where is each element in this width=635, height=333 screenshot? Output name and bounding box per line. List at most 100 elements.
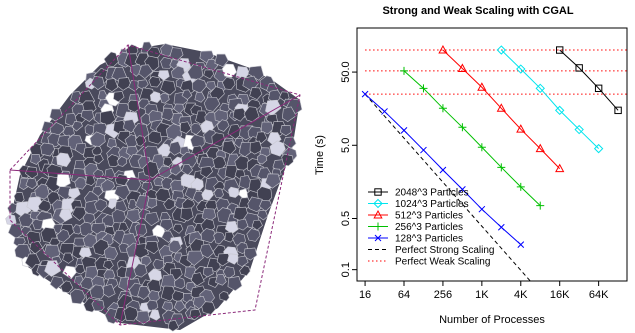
legend-item: 2048^3 Particles <box>368 188 469 199</box>
voronoi-cell <box>181 163 193 176</box>
y-axis: 0.1 0.5 5.0 50.0 <box>340 61 357 277</box>
legend-label: 128^3 Particles <box>395 234 463 245</box>
data-point <box>556 46 564 54</box>
voronoi-cell <box>113 91 125 103</box>
voronoi-cell <box>123 305 139 322</box>
series-layer <box>361 44 622 248</box>
voronoi-cell <box>237 255 249 268</box>
voronoi-cell <box>259 199 272 212</box>
voronoi-cell <box>232 107 247 122</box>
legend-item: Perfect Strong Scaling <box>368 245 495 256</box>
data-point <box>517 241 525 248</box>
voronoi-cell <box>117 77 132 91</box>
voronoi-cell <box>169 47 184 61</box>
voronoi-cell <box>74 263 85 275</box>
voronoi-cell <box>219 291 230 302</box>
y-tick-label: 0.5 <box>340 211 352 226</box>
series-2048-particles <box>556 46 622 115</box>
voronoi-cell <box>94 198 108 212</box>
data-point <box>516 124 526 133</box>
voronoi-cell <box>136 310 151 325</box>
y-tick-label: 5.0 <box>340 138 352 153</box>
data-point <box>496 103 506 112</box>
voronoi-cell <box>69 288 86 305</box>
data-point <box>438 44 448 54</box>
x-tick-label: 64 <box>398 289 410 301</box>
voronoi-cell <box>138 64 154 79</box>
voronoi-cell <box>92 185 104 197</box>
data-point <box>439 166 447 174</box>
voronoi-cell <box>56 228 71 243</box>
series-line <box>500 49 599 149</box>
x-tick-label: 1K <box>475 289 489 301</box>
voronoi-cell <box>107 198 119 210</box>
data-point <box>516 64 526 74</box>
voronoi-cell <box>249 87 263 100</box>
voronoi-cell <box>213 188 224 198</box>
voronoi-cell <box>168 141 183 156</box>
voronoi-cell <box>160 43 174 57</box>
x-tick-label: 16 <box>359 289 371 301</box>
voronoi-cell <box>190 134 205 149</box>
voronoi-cell <box>103 51 119 67</box>
voronoi-cell <box>37 199 52 213</box>
voronoi-cell <box>186 250 204 266</box>
voronoi-cell <box>159 218 174 232</box>
series-512-particles <box>438 44 565 173</box>
voronoi-cell <box>283 136 297 149</box>
data-point <box>575 64 583 72</box>
voronoi-cell <box>144 211 160 227</box>
voronoi-cell <box>134 223 148 236</box>
voronoi-cell <box>146 197 158 209</box>
voronoi-cell <box>116 156 128 167</box>
x-axis-title: Number of Processes <box>439 314 545 326</box>
voronoi-cell <box>133 263 148 278</box>
voronoi-cell <box>80 109 95 122</box>
voronoi-cell <box>149 91 162 103</box>
voronoi-cell <box>203 96 221 112</box>
data-point <box>536 201 545 210</box>
voronoi-cell <box>224 231 235 243</box>
data-point <box>374 234 382 242</box>
voronoi-cell <box>247 65 265 81</box>
voronoi-cell <box>59 208 73 222</box>
data-point <box>374 188 382 196</box>
voronoi-cell <box>162 157 173 168</box>
data-point <box>593 143 604 154</box>
voronoi-cell <box>142 161 160 178</box>
voronoi-cell <box>111 209 127 224</box>
voronoi-cell <box>214 53 229 68</box>
voronoi-cell <box>279 125 292 137</box>
voronoi-cell <box>159 92 170 104</box>
legend-label: 1024^3 Particles <box>395 199 469 210</box>
data-point <box>419 84 428 93</box>
voronoi-cell <box>228 186 240 198</box>
voronoi-cell <box>281 153 294 167</box>
voronoi-cell <box>118 242 129 253</box>
data-point <box>478 205 486 213</box>
data-point <box>594 84 603 93</box>
voronoi-cell <box>265 173 282 189</box>
voronoi-cell <box>29 240 44 255</box>
voronoi-cell <box>149 309 161 321</box>
voronoi-cell <box>227 276 243 292</box>
series-line <box>403 70 541 206</box>
voronoi-cell <box>246 228 261 242</box>
voronoi-cell <box>200 166 213 178</box>
voronoi-cell <box>127 199 138 211</box>
voronoi-cell <box>221 140 237 155</box>
series-256-particles <box>400 66 545 210</box>
voronoi-cell <box>93 154 104 165</box>
data-point <box>400 126 408 134</box>
voronoi-cell <box>80 276 94 291</box>
series-line <box>559 49 619 111</box>
voronoi-cell <box>256 153 268 165</box>
voronoi-cell <box>269 140 286 157</box>
x-tick-label: 256 <box>434 289 452 301</box>
voronoi-cell <box>221 76 236 90</box>
voronoi-cell <box>25 177 38 190</box>
legend-label: Perfect Strong Scaling <box>395 245 495 256</box>
voronoi-cell <box>251 219 263 231</box>
voronoi-cell <box>194 91 206 103</box>
y-tick-label: 50.0 <box>340 61 352 82</box>
